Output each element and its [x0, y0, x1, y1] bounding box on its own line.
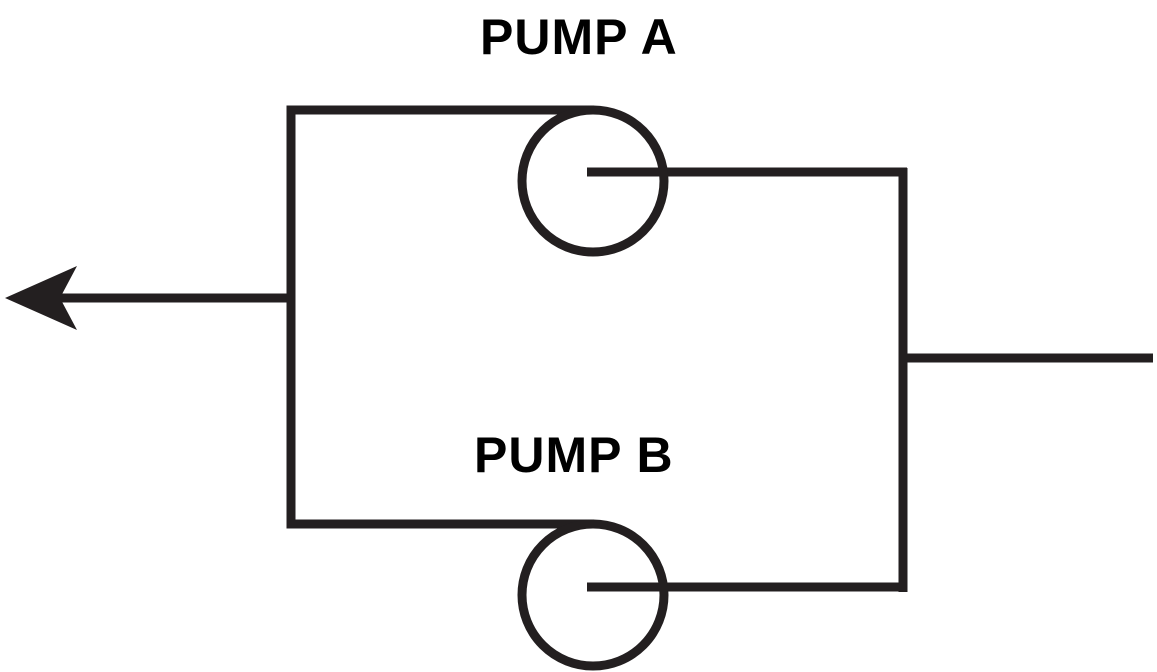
pump-a-label: PUMP A — [480, 9, 678, 65]
pump-b-label: PUMP B — [474, 427, 674, 483]
pump-circle-icon — [517, 519, 669, 671]
pump-b — [517, 519, 669, 671]
pump-a — [517, 105, 669, 257]
discharge-loop — [286, 105, 594, 529]
pump-circle-icon — [517, 105, 669, 257]
arrow-left-icon — [5, 266, 77, 330]
